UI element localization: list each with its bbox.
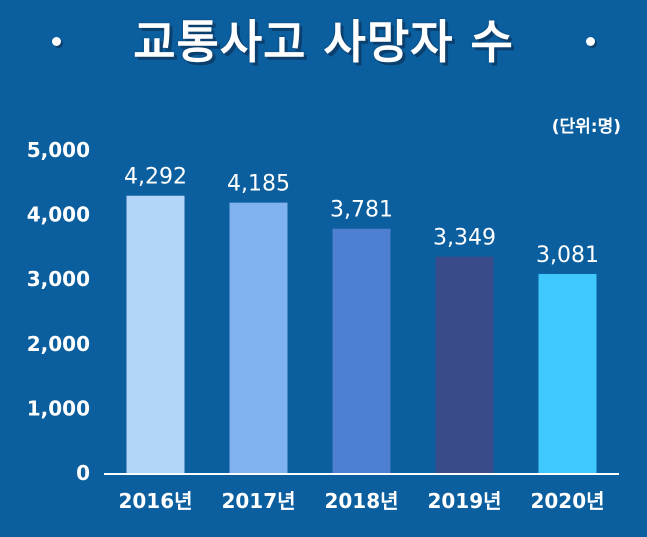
y-tick-label: 1,000	[27, 396, 90, 420]
data-label: 3,781	[330, 198, 393, 223]
bars	[126, 195, 597, 474]
title-left-dot	[52, 37, 61, 46]
x-category-label: 2016년	[118, 489, 192, 513]
data-label: 3,349	[433, 226, 496, 251]
y-tick-label: 5,000	[27, 138, 90, 162]
bar	[126, 195, 185, 473]
x-axis-labels: 2016년 2017년 2018년 2019년 2020년	[118, 489, 604, 513]
y-tick-label: 2,000	[27, 332, 90, 356]
x-category-label: 2020년	[530, 489, 604, 513]
y-tick-label: 0	[76, 461, 90, 485]
y-tick-label: 4,000	[27, 203, 90, 227]
y-axis-ticks: 0 1,000 2,000 3,000 4,000 5,000	[27, 138, 90, 485]
data-label: 4,292	[124, 165, 187, 190]
x-category-label: 2018년	[324, 489, 398, 513]
bar	[229, 202, 288, 474]
data-label: 4,185	[227, 172, 290, 197]
data-label: 3,081	[536, 243, 599, 268]
unit-label: (단위:명)	[551, 117, 621, 137]
title-right-dot	[586, 37, 595, 46]
data-labels: 4,292 4,185 3,781 3,349 3,081	[124, 165, 599, 268]
bar	[538, 273, 597, 473]
title-area: 교통사고 사망자 수	[0, 4, 647, 74]
chart-title: 교통사고 사망자 수	[133, 15, 514, 69]
bar	[435, 256, 494, 473]
bar	[332, 228, 391, 473]
x-category-label: 2019년	[427, 489, 501, 513]
x-category-label: 2017년	[221, 489, 295, 513]
y-tick-label: 3,000	[27, 267, 90, 291]
